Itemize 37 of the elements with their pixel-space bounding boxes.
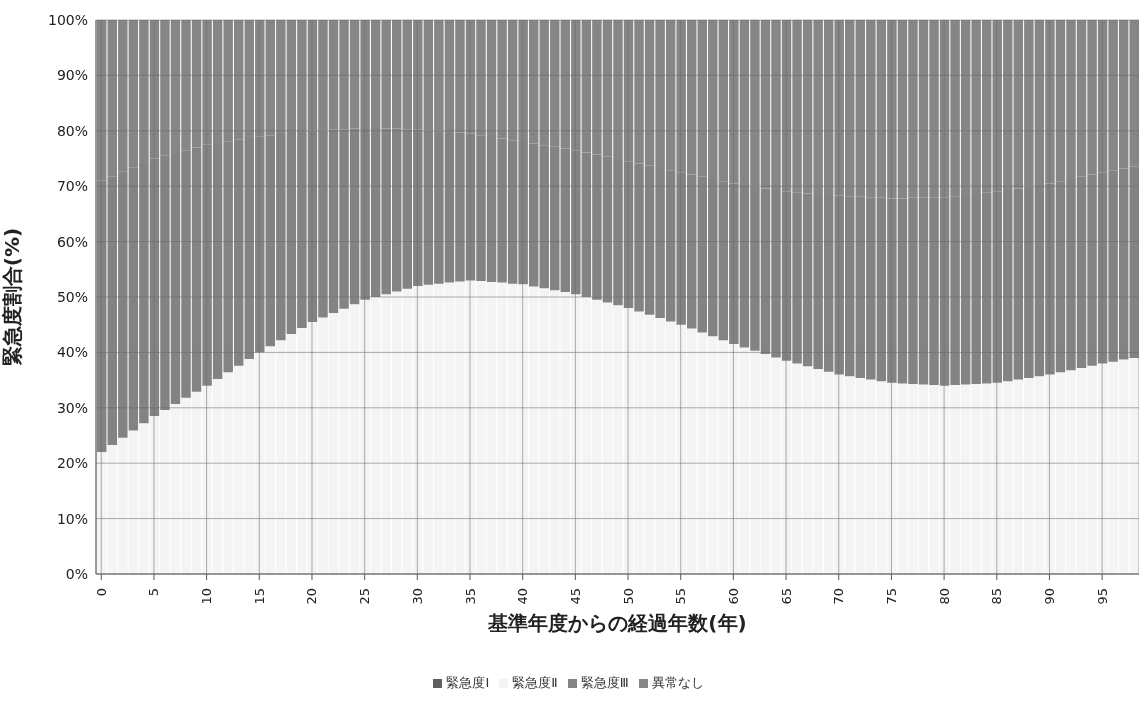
legend-label: 緊急度Ⅰ [446,675,490,690]
y-tick-label: 40% [56,344,88,361]
x-tick-label: 35 [462,588,478,605]
y-tick-label: 30% [56,399,88,416]
x-axis-title: 基準年度からの経過年数(年) [487,611,747,636]
x-tick-label: 50 [620,588,636,605]
x-tick-label: 55 [673,588,689,605]
x-tick-label: 80 [936,588,952,605]
y-axis-title: 緊急度割合(%) [0,227,25,367]
x-tick-label: 15 [251,588,267,605]
x-tick-label: 5 [146,588,162,597]
legend-label: 緊急度Ⅱ [512,675,558,690]
x-tick-label: 40 [515,588,531,605]
y-tick-label: 90% [56,67,88,84]
x-tick-label: 85 [989,588,1005,605]
x-tick-label: 95 [1094,588,1110,605]
x-tick-label: 60 [725,588,741,605]
x-tick-label: 30 [409,588,425,605]
legend-label: 異常なし [651,675,704,690]
x-tick-label: 90 [1041,588,1057,605]
x-tick-label: 20 [304,588,320,605]
y-tick-label: 50% [56,288,88,305]
x-tick-label: 45 [567,588,583,605]
x-tick-label: 70 [831,588,847,605]
x-tick-label: 10 [199,588,215,605]
y-tick-label: 20% [56,455,88,472]
x-tick-label: 65 [778,588,794,605]
y-tick-label: 60% [56,233,88,250]
y-tick-label: 0% [65,565,88,582]
x-tick-label: 75 [883,588,899,605]
x-tick-label: 25 [357,588,373,605]
y-tick-label: 70% [56,178,88,195]
y-tick-label: 80% [56,122,88,139]
x-tick-label: 0 [93,588,109,597]
y-tick-label: 10% [56,510,88,527]
legend-label: 緊急度Ⅲ [580,675,629,690]
y-tick-label: 100% [47,11,88,28]
